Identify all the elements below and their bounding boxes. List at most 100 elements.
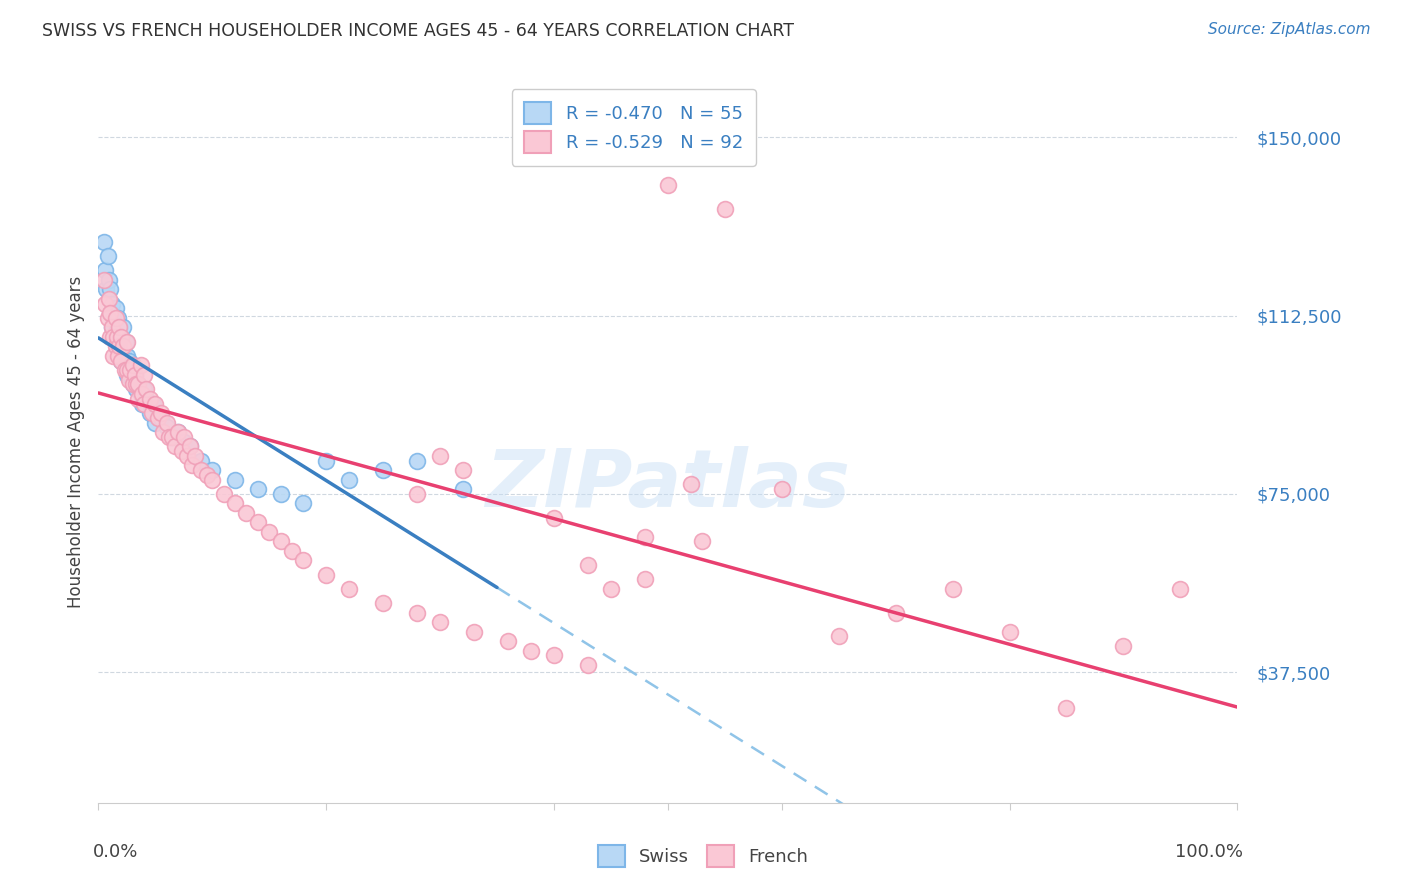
Point [212,487,235,501]
Point [108,339,131,353]
Point [451,463,474,477]
Point [315,567,337,582]
Point [201,473,224,487]
Point [770,482,793,496]
Point [152,425,174,439]
Point [463,624,485,639]
Point [131,396,153,410]
Point [498,634,520,648]
Point [104,301,127,316]
Point [121,359,143,373]
Point [118,373,141,387]
Point [337,473,360,487]
Point [657,178,679,192]
Point [127,392,149,406]
Point [371,596,394,610]
Point [112,320,135,334]
Point [129,359,152,373]
Point [337,582,360,596]
Point [108,320,131,334]
Point [163,439,186,453]
Point [98,330,121,344]
Point [576,657,599,672]
Point [690,534,713,549]
Point [828,629,851,643]
Point [98,306,121,320]
Point [125,382,148,396]
Point [190,453,212,467]
Point [96,310,118,325]
Point [179,439,201,453]
Point [224,473,246,487]
Point [110,353,132,368]
Point [157,430,180,444]
Point [520,643,543,657]
Point [121,377,143,392]
Point [104,310,127,325]
Legend: Swiss, French: Swiss, French [591,838,815,874]
Point [150,410,173,425]
Point [180,458,202,473]
Point [101,320,124,334]
Point [115,349,138,363]
Point [998,624,1021,639]
Point [150,406,173,420]
Point [634,530,657,544]
Point [108,339,131,353]
Point [406,453,429,467]
Point [127,377,149,392]
Point [190,463,212,477]
Point [451,482,474,496]
Point [94,296,117,310]
Point [104,325,127,339]
Point [167,425,190,439]
Point [146,410,169,425]
Point [98,306,121,320]
Point [132,368,155,382]
Point [118,353,141,368]
Point [94,263,117,277]
Point [115,334,138,349]
Point [201,463,224,477]
Point [121,359,143,373]
Point [543,648,565,663]
Point [135,392,157,406]
Point [138,392,160,406]
Point [93,235,115,249]
Point [132,396,155,410]
Point [1054,700,1078,714]
Point [121,377,143,392]
Point [576,558,599,573]
Point [131,387,153,401]
Point [145,416,167,430]
Point [167,425,190,439]
Point [270,487,292,501]
Point [156,416,179,430]
Point [105,334,128,349]
Y-axis label: Householder Income Ages 45 - 64 years: Householder Income Ages 45 - 64 years [66,276,84,607]
Point [124,368,146,382]
Point [96,282,118,296]
Point [315,453,337,467]
Point [714,202,737,216]
Point [108,320,131,334]
Legend: R = -0.470   N = 55, R = -0.529   N = 92: R = -0.470 N = 55, R = -0.529 N = 92 [512,89,755,166]
Point [270,534,292,549]
Point [406,606,429,620]
Point [135,382,157,396]
Point [600,582,623,596]
Point [103,330,125,344]
Point [132,382,155,396]
Point [110,330,132,344]
Point [679,477,702,491]
Point [173,434,195,449]
Point [120,363,142,377]
Point [138,406,160,420]
Point [103,310,125,325]
Point [93,273,115,287]
Point [97,292,120,306]
Point [371,463,394,477]
Point [235,506,257,520]
Point [884,606,907,620]
Point [634,573,657,587]
